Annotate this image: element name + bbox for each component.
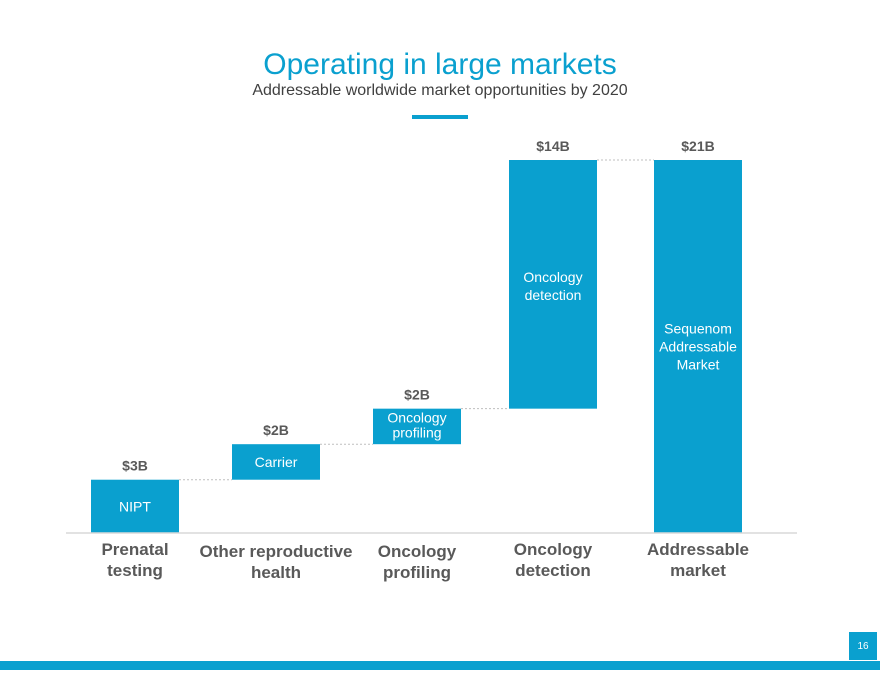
bar-4 [509, 160, 597, 409]
page-number: 16 [849, 632, 877, 660]
value-label-1: $3B [122, 458, 148, 474]
bar-label-5: Sequenom Addressable Market [659, 321, 737, 373]
bar-2 [232, 444, 320, 480]
bar-label-4: Oncology detection [523, 269, 582, 303]
value-label-4: $14B [536, 138, 569, 154]
category-label-2: Other reproductive health [199, 542, 353, 582]
chart-subtitle: Addressable worldwide market opportuniti… [252, 82, 628, 99]
category-label-1: Prenatal testing [101, 540, 169, 580]
bar-label-2: Carrier [255, 454, 298, 470]
title-underline [412, 115, 468, 119]
category-label-5: Addressable market [646, 540, 750, 580]
chart-title: Operating in large markets [263, 48, 617, 81]
value-label-5: $21B [681, 138, 714, 154]
value-label-2: $2B [263, 422, 289, 438]
value-label-3: $2B [404, 387, 430, 403]
bar-1 [91, 479, 179, 533]
bar-label-1: NIPT [119, 498, 151, 514]
footer-bar [0, 661, 880, 670]
bar-3 [373, 408, 461, 445]
category-label-3: Oncology profiling [377, 542, 457, 582]
category-label-4: Oncology detection [513, 540, 593, 580]
waterfall-chart: NIPT $3B Carrier $2B Oncology profiling $2B Onc… [66, 138, 797, 534]
bar-label-3: Oncology profiling [387, 409, 446, 440]
bar-5 [654, 160, 742, 533]
